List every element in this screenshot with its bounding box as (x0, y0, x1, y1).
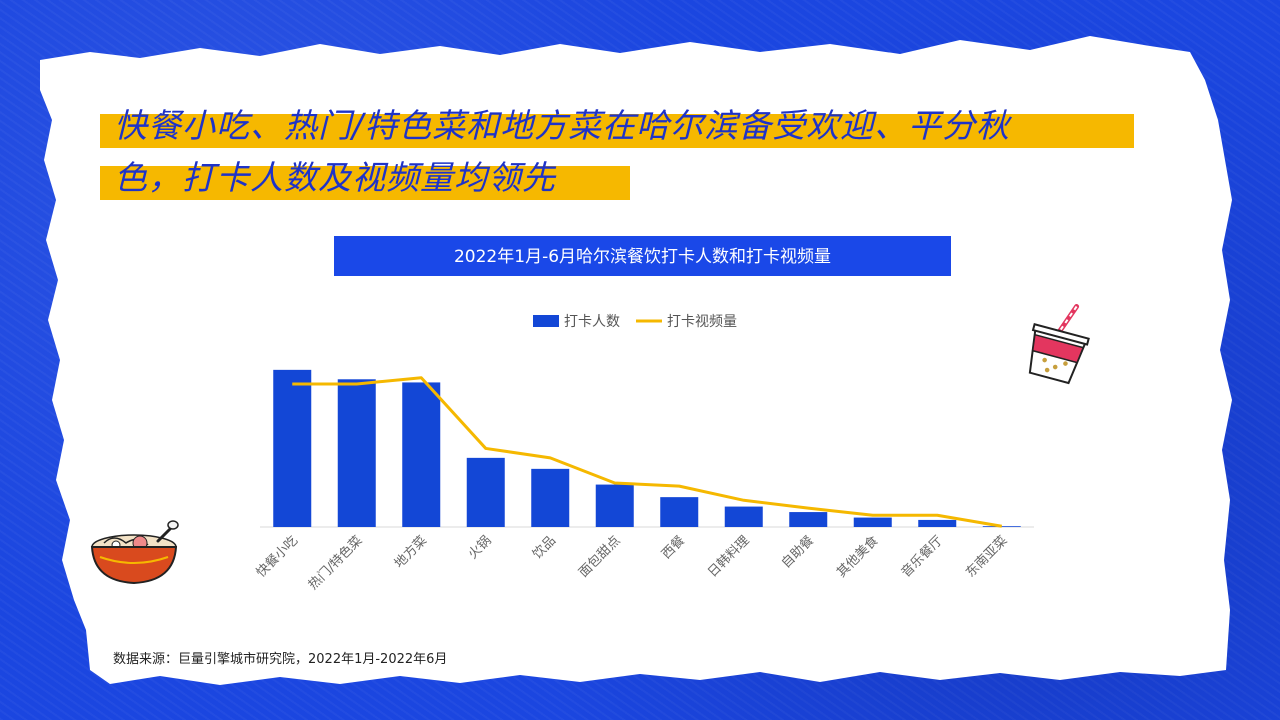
bar-9 (789, 512, 828, 527)
bar-7 (660, 497, 699, 527)
headline: 快餐小吃、热门/特色菜和地方菜在哈尔滨备受欢迎、平分秋 色，打卡人数及视频量均领… (100, 100, 1160, 204)
headline-line-2: 色，打卡人数及视频量均领先 (100, 152, 1160, 204)
headline-highlight-2 (100, 166, 630, 200)
bar-1 (273, 369, 312, 527)
bar-11 (918, 519, 957, 527)
noodle-bowl-icon (90, 520, 179, 585)
bar-6 (595, 484, 634, 527)
headline-highlight-1 (100, 114, 1134, 148)
legend: 打卡人数 打卡视频量 (533, 313, 737, 330)
drink-cup-icon (1028, 304, 1090, 385)
line-series-path (292, 376, 1003, 528)
bar-8 (724, 506, 763, 527)
bar-series (273, 369, 1021, 527)
bar-5 (531, 468, 570, 527)
x-tick-label-10: 其他美食 (833, 533, 881, 581)
x-tick-label-4: 火锅 (465, 533, 495, 563)
bar-4 (466, 457, 505, 527)
headline-text-1: 快餐小吃、热门/特色菜和地方菜在哈尔滨备受欢迎、平分秋 (114, 106, 1011, 145)
x-tick-label-3: 地方菜 (391, 533, 430, 572)
legend-swatch-bar (533, 315, 559, 327)
bar-3 (402, 382, 441, 527)
bar-12 (982, 526, 1021, 527)
source-note: 数据来源：巨量引擎城市研究院，2022年1月-2022年6月 (113, 652, 448, 667)
chart-title-banner: 2022年1月-6月哈尔滨餐饮打卡人数和打卡视频量 (334, 236, 951, 276)
x-tick-labels: 快餐小吃 热门/特色菜 地方菜 火锅 饮品 面包甜点 西餐 日韩料理 自助餐 其他美食 音乐餐厅 东南… (253, 533, 1011, 593)
legend-label-bar: 打卡人数 (564, 313, 620, 330)
x-tick-label-7: 西餐 (658, 533, 688, 563)
headline-text-2: 色，打卡人数及视频量均领先 (114, 158, 556, 197)
bar-2 (337, 379, 376, 527)
x-tick-label-11: 音乐餐厅 (898, 533, 946, 581)
x-tick-label-12: 东南亚菜 (962, 533, 1010, 581)
headline-line-1: 快餐小吃、热门/特色菜和地方菜在哈尔滨备受欢迎、平分秋 (100, 100, 1160, 152)
x-tick-label-2: 热门/特色菜 (305, 533, 365, 593)
x-tick-label-8: 日韩料理 (705, 533, 752, 580)
legend-label-line: 打卡视频量 (667, 313, 737, 330)
x-tick-label-6: 面包甜点 (575, 533, 623, 581)
bar-10 (853, 517, 892, 527)
x-tick-label-5: 饮品 (530, 533, 559, 562)
x-tick-label-1: 快餐小吃 (253, 533, 301, 581)
x-tick-label-9: 自助餐 (778, 533, 817, 572)
